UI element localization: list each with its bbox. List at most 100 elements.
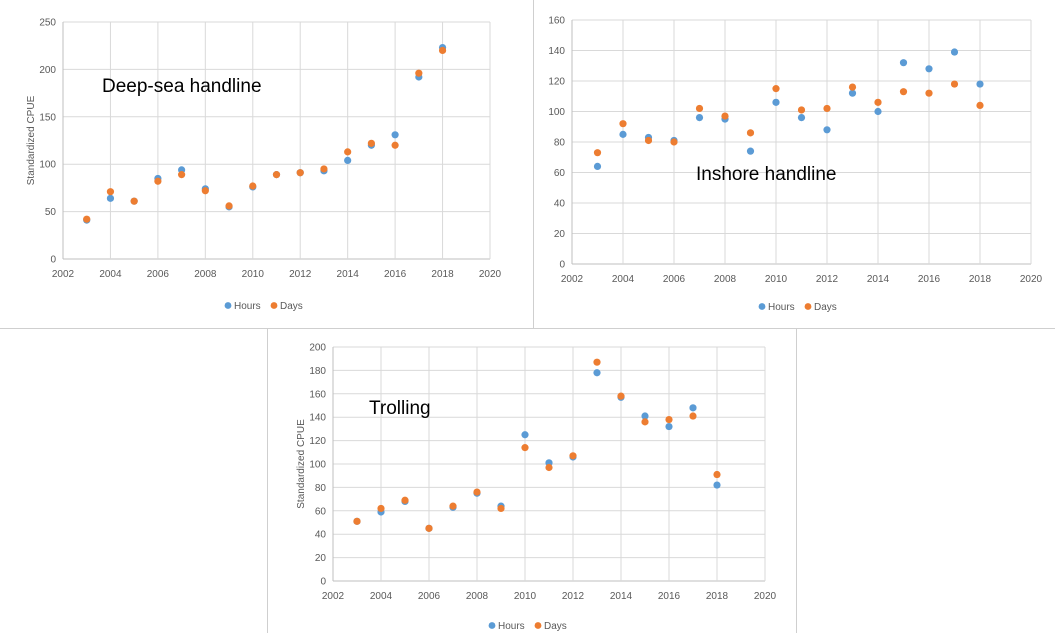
point-days [721, 112, 729, 120]
point-days [644, 136, 653, 145]
chart-deep-sea-handline: 0 50 100 150 200 250 2002 2004 2006 2008 2010 2012 2… [26, 18, 502, 313]
chart-panel-deep-sea-handline: 0 50 100 150 200 250 2002 2004 2006 2008 2010 2012 2… [0, 0, 530, 326]
point-hours [950, 48, 959, 56]
point-days [320, 165, 328, 173]
point-days [593, 149, 602, 157]
point-days [641, 418, 649, 426]
y-tick-label: 140 [309, 413, 326, 424]
point-days [83, 215, 91, 223]
point-days [772, 85, 780, 93]
point-days [130, 197, 138, 205]
point-hours [665, 422, 673, 431]
y-tick-label: 100 [39, 160, 56, 171]
x-tick-label: 2018 [431, 269, 454, 280]
x-tick-label: 2016 [384, 269, 407, 280]
y-tick-label: 140 [548, 46, 565, 57]
x-tick-label: 2012 [289, 269, 312, 280]
y-tick-label: 40 [315, 530, 327, 541]
x-tick-label: 2018 [969, 274, 992, 285]
point-hours [689, 404, 697, 412]
point-hours [593, 162, 602, 170]
y-tick-label: 150 [39, 112, 56, 123]
point-days [425, 524, 433, 532]
y-axis-label: Standardized CPUE [296, 419, 307, 509]
y-tick-label: 100 [309, 460, 326, 471]
point-hours [823, 126, 831, 134]
x-tick-label: 2006 [663, 274, 686, 285]
point-days [746, 129, 755, 137]
legend-marker-days [270, 302, 278, 309]
y-tick-label: 100 [548, 107, 565, 118]
x-tick-label: 2002 [322, 591, 345, 602]
point-days [272, 171, 281, 179]
x-tick-label: 2006 [147, 269, 170, 280]
panel-divider-right [796, 328, 797, 633]
legend-marker-hours [224, 302, 232, 309]
x-tick-label: 2016 [658, 591, 681, 602]
x-tick-label: 2010 [242, 269, 265, 280]
panel-divider-vertical [533, 0, 534, 328]
point-days [976, 101, 984, 109]
point-days [377, 504, 385, 513]
legend-marker-hours [758, 303, 766, 310]
x-tick-label: 2008 [194, 269, 217, 280]
point-hours [899, 59, 908, 67]
point-days [521, 444, 529, 452]
point-days [665, 415, 673, 424]
point-days [249, 182, 257, 190]
legend-label-hours: Hours [234, 301, 261, 312]
y-tick-label: 80 [554, 138, 566, 149]
point-hours [976, 80, 984, 88]
point-days [593, 358, 601, 366]
point-days [617, 392, 625, 400]
point-days [545, 463, 553, 472]
legend-label-days: Days [280, 301, 303, 312]
x-tick-label: 2010 [514, 591, 537, 602]
point-days [874, 98, 882, 106]
point-hours [874, 107, 882, 116]
point-days [473, 488, 481, 496]
point-days [201, 187, 209, 195]
x-tick-label: 2018 [706, 591, 729, 602]
y-tick-label: 160 [309, 389, 326, 400]
x-tick-label: 2020 [479, 269, 502, 280]
y-axis-label: Standardized CPUE [26, 95, 37, 185]
point-days [797, 106, 806, 114]
y-tick-label: 20 [315, 553, 327, 564]
point-days [106, 188, 115, 196]
panel-divider-left [267, 328, 268, 633]
y-tick-label: 0 [50, 255, 56, 266]
point-days [367, 139, 375, 147]
y-tick-label: 160 [548, 16, 565, 27]
legend-marker-hours [488, 622, 496, 629]
chart-title: Inshore handline [696, 164, 837, 185]
y-tick-label: 0 [320, 577, 326, 588]
chart-inshore-handline: 0 20 40 60 80 100 120 140 160 2002 2004 2006 2008 201… [548, 16, 1043, 314]
x-tick-label: 2008 [466, 591, 489, 602]
legend-label-days: Days [544, 621, 567, 632]
point-days [950, 80, 959, 88]
point-hours [695, 114, 704, 122]
legend-marker-days [804, 303, 812, 310]
y-tick-label: 60 [554, 168, 566, 179]
point-days [178, 171, 186, 179]
y-tick-label: 40 [554, 199, 566, 210]
point-days [296, 169, 304, 177]
x-tick-label: 2020 [754, 591, 777, 602]
x-tick-label: 2006 [418, 591, 441, 602]
y-tick-label: 200 [309, 343, 326, 354]
x-tick-label: 2020 [1020, 274, 1043, 285]
y-tick-label: 200 [39, 65, 56, 76]
point-hours [848, 89, 857, 97]
y-tick-label: 20 [554, 229, 566, 240]
point-days [391, 141, 399, 149]
x-tick-label: 2016 [918, 274, 941, 285]
point-days [670, 138, 678, 146]
legend-label-hours: Hours [498, 621, 525, 632]
x-tick-label: 2002 [561, 274, 584, 285]
point-days [925, 89, 933, 97]
point-days [344, 148, 352, 156]
point-hours [344, 156, 352, 165]
point-days [569, 452, 577, 460]
point-days [438, 46, 447, 55]
